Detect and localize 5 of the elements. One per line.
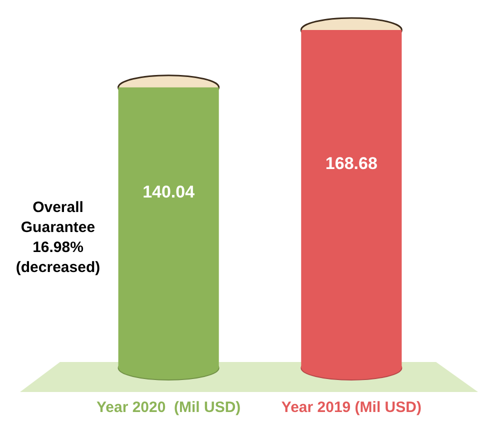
data-label: 168.68 [325, 154, 378, 173]
x-tick-label: Year 2020 (Mil USD) [96, 399, 241, 416]
data-label: 140.04 [142, 182, 196, 202]
annotation: Overall Guarantee 16.98% (decreased) [16, 199, 100, 276]
x-tick-label: Year 2019 (Mil USD) [281, 399, 422, 416]
